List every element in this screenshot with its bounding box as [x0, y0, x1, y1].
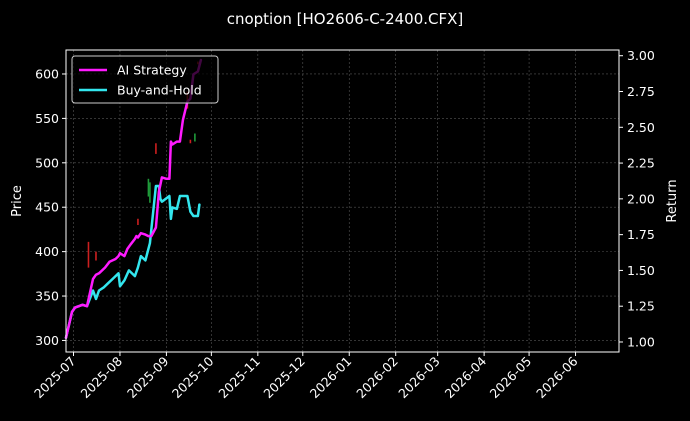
chart-title: cnoption [HO2606-C-2400.CFX]: [227, 10, 464, 28]
series-line-buy-and-hold: [64, 184, 201, 339]
y-tick-label-right: 2.25: [627, 156, 655, 171]
plot-frame: [65, 49, 620, 353]
y-tick-label-left: 550: [35, 111, 59, 126]
y-tick-label-left: 600: [35, 66, 59, 81]
series-lines: [64, 58, 203, 339]
y-tick-label-right: 2.50: [627, 120, 655, 135]
legend-label: AI Strategy: [117, 63, 187, 78]
y-tick-label-right: 1.50: [627, 263, 655, 278]
y-tick-label-right: 1.25: [627, 299, 655, 314]
y-tick-label-right: 2.00: [627, 191, 655, 206]
y-tick-label-left: 350: [35, 289, 59, 304]
y-axis-label-right: Return: [665, 179, 680, 222]
y-tick-label-left: 300: [35, 333, 59, 348]
y-tick-label-right: 3.00: [627, 48, 655, 63]
legend-label: Buy-and-Hold: [117, 83, 202, 98]
y-tick-label-left: 500: [35, 155, 59, 170]
legend-box: [71, 55, 219, 104]
left-axis: 300 350 400 450 500 550 600: [35, 66, 66, 348]
y-tick-label-left: 450: [35, 200, 59, 215]
y-tick-label-right: 1.00: [627, 334, 655, 349]
y-tick-label-right: 2.75: [627, 84, 655, 99]
right-axis: 1.00 1.25 1.50 1.75 2.00 2.25 2.50 2.75 3.00: [619, 48, 655, 349]
legend: AI Strategy Buy-and-Hold: [71, 55, 219, 104]
y-tick-label-right: 1.75: [627, 227, 655, 242]
series-line-ai-strategy: [64, 58, 203, 339]
y-tick-label-left: 400: [35, 244, 59, 259]
y-axis-label-left: Price: [10, 185, 25, 217]
